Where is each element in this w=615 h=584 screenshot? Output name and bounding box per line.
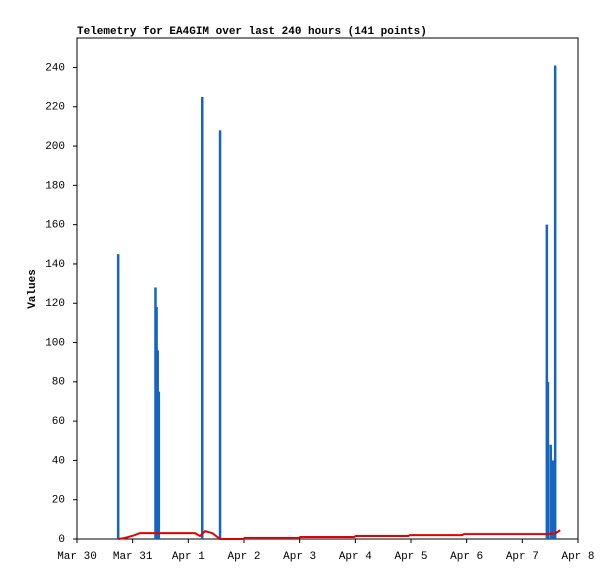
y-tick-label: 140 xyxy=(45,259,65,271)
y-axis-label: Values xyxy=(27,269,39,309)
y-tick-label: 60 xyxy=(52,416,65,428)
x-tick-label: Mar 30 xyxy=(57,551,97,563)
x-tick-label: Mar 31 xyxy=(113,551,153,563)
y-tick-label: 100 xyxy=(45,337,65,349)
x-tick-label: Apr 2 xyxy=(227,551,260,563)
x-tick-label: Apr 5 xyxy=(394,551,427,563)
x-tick-label: Apr 1 xyxy=(172,551,205,563)
x-tick-label: Apr 3 xyxy=(283,551,316,563)
y-tick-label: 120 xyxy=(45,298,65,310)
y-tick-label: 220 xyxy=(45,102,65,114)
y-tick-label: 200 xyxy=(45,141,65,153)
y-tick-label: 240 xyxy=(45,62,65,74)
x-tick-label: Apr 8 xyxy=(561,551,594,563)
chart-title: Telemetry for EA4GIM over last 240 hours… xyxy=(77,26,427,38)
y-tick-label: 180 xyxy=(45,180,65,192)
y-tick-label: 160 xyxy=(45,220,65,232)
y-tick-label: 0 xyxy=(58,534,65,546)
y-tick-label: 80 xyxy=(52,377,65,389)
x-tick-label: Apr 7 xyxy=(506,551,539,563)
x-tick-label: Apr 6 xyxy=(450,551,483,563)
x-tick-label: Apr 4 xyxy=(339,551,372,563)
y-tick-label: 20 xyxy=(52,495,65,507)
line xyxy=(118,529,561,540)
plot-frame xyxy=(76,37,579,540)
y-tick-label: 40 xyxy=(52,455,65,467)
